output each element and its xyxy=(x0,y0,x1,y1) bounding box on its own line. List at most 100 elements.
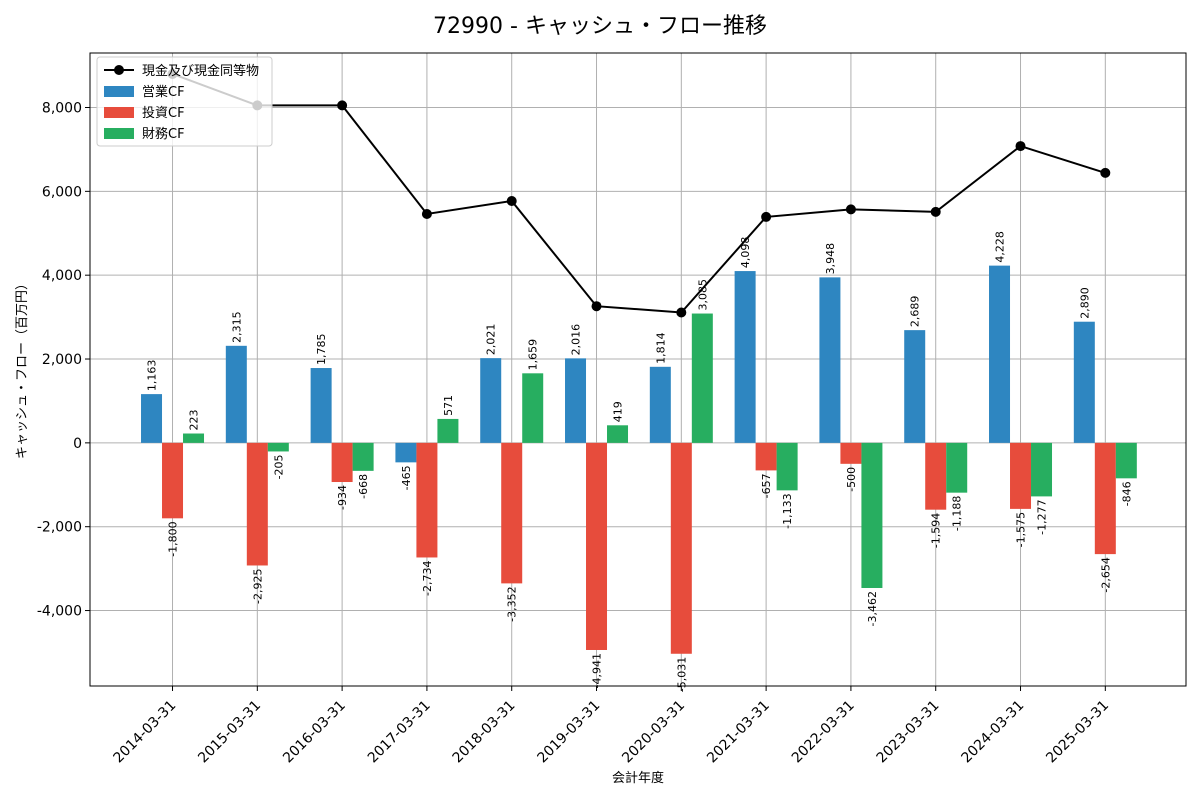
cash-line-point xyxy=(591,301,602,312)
bar-value-label: 3,085 xyxy=(696,279,709,311)
cash-line-point xyxy=(506,195,517,206)
bar-operating xyxy=(989,265,1011,443)
bar-investing xyxy=(840,442,862,464)
bar-value-label: -1,575 xyxy=(1015,512,1028,547)
bar-value-label: -205 xyxy=(272,454,285,479)
bar-operating xyxy=(904,330,926,443)
bar-value-label: -1,594 xyxy=(930,513,943,548)
bar-financing xyxy=(861,442,883,588)
bar-value-label: 1,659 xyxy=(527,339,540,371)
bar-value-label: -668 xyxy=(357,474,370,499)
legend-label: 投資CF xyxy=(142,105,185,121)
bars xyxy=(141,265,1137,654)
bar-value-label: -5,031 xyxy=(675,657,688,692)
bar-value-label: 2,021 xyxy=(485,324,498,356)
bar-operating xyxy=(1073,321,1095,443)
bar-value-label: 419 xyxy=(612,401,625,422)
x-tick-label: 2024-03-31 xyxy=(958,698,1027,767)
bar-operating xyxy=(225,345,247,443)
x-tick-label: 2014-03-31 xyxy=(110,698,179,767)
y-tick-label: -4,000 xyxy=(37,604,82,620)
bar-value-label: 4,228 xyxy=(994,231,1007,262)
bar-value-label: 3,948 xyxy=(824,243,837,275)
legend-swatch xyxy=(104,128,134,139)
x-tick-label: 2018-03-31 xyxy=(450,698,519,767)
y-axis-title: キャッシュ・フロー（百万円） xyxy=(15,277,30,459)
chart-title: 72990 - キャッシュ・フロー推移 xyxy=(433,14,767,39)
legend-label: 財務CF xyxy=(142,127,185,142)
x-tick-label: 2019-03-31 xyxy=(534,698,603,767)
bar-value-label: -2,734 xyxy=(421,560,434,595)
x-tick-label: 2020-03-31 xyxy=(619,698,688,767)
bar-value-label: -934 xyxy=(336,485,349,510)
bar-value-label: 2,016 xyxy=(570,324,583,356)
bar-financing xyxy=(352,442,374,471)
cash-line-path xyxy=(172,73,1106,314)
cash-line-point xyxy=(1100,167,1111,178)
bar-investing xyxy=(162,442,184,519)
bar-operating xyxy=(395,442,417,463)
bar-financing xyxy=(776,442,798,491)
bar-value-label: 2,315 xyxy=(230,311,243,343)
legend-label: 現金及び現金同等物 xyxy=(142,63,259,79)
bar-value-label: 2,689 xyxy=(909,296,922,328)
bar-financing xyxy=(522,373,544,443)
y-tick-label: 8,000 xyxy=(42,100,82,116)
bar-value-label: -4,941 xyxy=(591,653,604,688)
y-tick-label: 0 xyxy=(73,436,82,452)
bar-financing xyxy=(437,418,459,443)
legend-swatch xyxy=(104,107,134,118)
cash-line-point xyxy=(845,204,856,215)
y-tick-label: 2,000 xyxy=(42,352,82,368)
cash-line-point xyxy=(1015,141,1026,152)
bar-value-label: -846 xyxy=(1120,481,1133,506)
bar-financing xyxy=(267,442,289,452)
x-tick-label: 2016-03-31 xyxy=(280,698,349,767)
x-tick-label: 2017-03-31 xyxy=(365,698,434,767)
y-tick-label: 4,000 xyxy=(42,268,82,284)
bar-investing xyxy=(755,442,777,471)
bar-value-label: -1,277 xyxy=(1036,499,1049,534)
bar-operating xyxy=(310,368,332,443)
bar-value-label: 1,163 xyxy=(146,360,159,392)
bar-investing xyxy=(1094,442,1116,555)
bar-investing xyxy=(1010,442,1032,509)
bar-operating xyxy=(819,277,841,443)
bar-value-label: -2,925 xyxy=(251,568,264,603)
bar-value-label: -3,352 xyxy=(506,586,519,621)
bar-value-label: 1,814 xyxy=(654,332,667,364)
legend-swatch xyxy=(104,86,134,97)
cash-line-point xyxy=(761,211,772,222)
y-tick-label: 6,000 xyxy=(42,184,82,200)
legend-box xyxy=(96,56,273,147)
bar-operating xyxy=(734,271,756,443)
bar-financing xyxy=(1031,442,1053,497)
bar-investing xyxy=(331,442,353,483)
bar-value-label: 571 xyxy=(442,395,455,416)
bar-operating xyxy=(649,366,671,443)
bar-investing xyxy=(925,442,947,510)
legend-label: 営業CF xyxy=(142,84,185,100)
bar-financing xyxy=(946,442,968,493)
x-tick-label: 2025-03-31 xyxy=(1043,698,1112,767)
x-tick-label: 2023-03-31 xyxy=(874,698,943,767)
bar-operating xyxy=(141,394,163,443)
bar-financing xyxy=(691,313,713,443)
bar-labels: 1,163 2,315 1,785 -465 2,021 2,016 1,814 4,098 3… xyxy=(146,231,1134,692)
x-tick-label: 2022-03-31 xyxy=(789,698,858,767)
cash-line xyxy=(167,68,1111,318)
cash-line-point xyxy=(676,307,687,318)
bar-operating xyxy=(565,358,587,443)
bar-investing xyxy=(416,442,438,558)
bar-investing xyxy=(670,442,692,654)
bar-financing xyxy=(1115,442,1137,479)
bar-value-label: -1,188 xyxy=(951,496,964,531)
bar-investing xyxy=(501,442,523,584)
x-axis-title: 会計年度 xyxy=(612,770,664,786)
bar-value-label: -3,462 xyxy=(866,591,879,626)
bar-value-label: -465 xyxy=(400,465,413,490)
bar-value-label: -657 xyxy=(760,473,773,498)
y-tick-label: -2,000 xyxy=(37,520,82,536)
